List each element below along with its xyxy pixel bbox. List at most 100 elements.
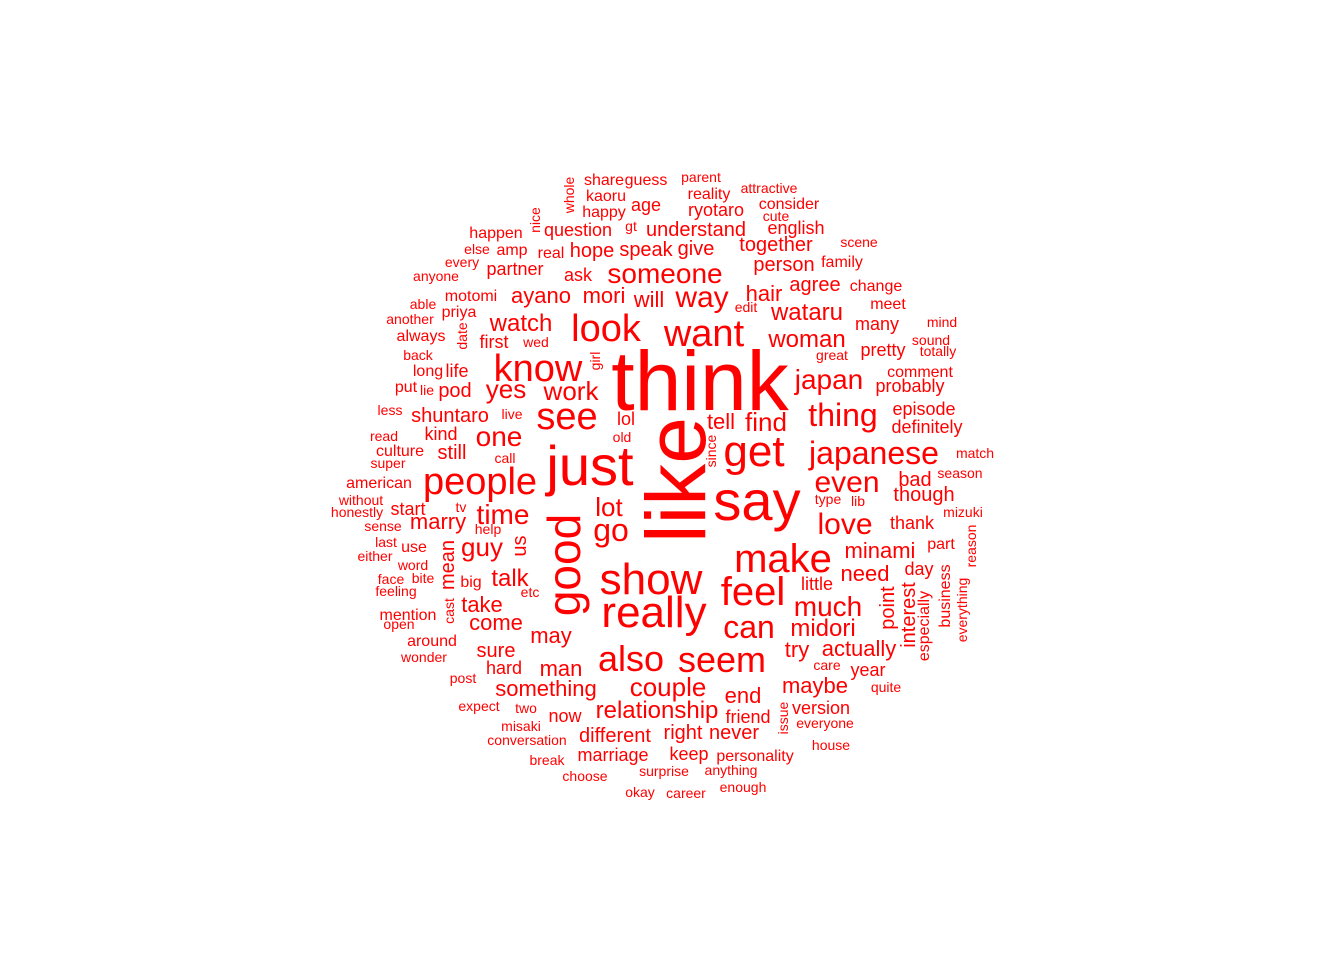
word-totally: totally: [920, 343, 957, 359]
word-work: work: [543, 376, 600, 406]
word-mention: mention: [380, 607, 437, 624]
word-back: back: [403, 347, 434, 363]
word-comment: comment: [887, 364, 953, 381]
word-share: share: [584, 172, 624, 189]
word-surprise: surprise: [639, 763, 689, 779]
word-quite: quite: [871, 679, 902, 695]
word-can: can: [723, 609, 775, 645]
word-get: get: [723, 427, 784, 476]
word-age: age: [631, 195, 661, 215]
word-issue: issue: [775, 701, 791, 734]
word-person: person: [753, 254, 814, 276]
word-take: take: [461, 592, 503, 617]
word-whole: whole: [561, 177, 577, 215]
word-thank: thank: [890, 513, 935, 533]
word-guess: guess: [625, 172, 668, 189]
word-date: date: [454, 322, 470, 349]
word-talk: talk: [491, 565, 529, 592]
word-seem: seem: [678, 639, 766, 680]
word-speak: speak: [619, 239, 673, 261]
word-give: give: [678, 238, 715, 260]
word-ayano: ayano: [511, 283, 571, 308]
word-less: less: [378, 402, 403, 418]
word-without: without: [338, 492, 383, 508]
word-help: help: [475, 521, 502, 537]
word-mizuki: mizuki: [943, 504, 983, 520]
word-time: time: [477, 499, 530, 530]
word-live: live: [501, 406, 522, 422]
word-every: every: [445, 254, 479, 270]
word-minami: minami: [845, 538, 916, 563]
word-maybe: maybe: [782, 673, 848, 698]
word-year: year: [850, 660, 885, 680]
word-reason: reason: [963, 525, 979, 568]
word-lot: lot: [595, 492, 623, 522]
word-either: either: [357, 548, 392, 564]
word-marry: marry: [410, 509, 466, 534]
word-know: know: [494, 348, 583, 390]
word-old: old: [613, 429, 632, 445]
word-use: use: [401, 539, 427, 556]
word-point: point: [877, 586, 899, 630]
word-read: read: [370, 428, 398, 444]
word-super: super: [370, 455, 405, 471]
word-happy: happy: [582, 204, 626, 221]
word-hope: hope: [570, 240, 615, 262]
word-another: another: [386, 311, 434, 327]
word-word: word: [397, 557, 428, 573]
word-sense: sense: [364, 518, 402, 534]
word-may: may: [530, 623, 572, 648]
word-open: open: [383, 616, 414, 632]
word-lol: lol: [617, 409, 635, 429]
word-priya: priya: [442, 304, 477, 321]
word-since: since: [703, 434, 719, 467]
word-always: always: [397, 328, 446, 345]
word-amp: amp: [496, 242, 527, 259]
word-couple: couple: [630, 672, 707, 702]
word-happen: happen: [469, 225, 522, 242]
word-sound: sound: [912, 332, 950, 348]
word-motomi: motomi: [445, 288, 497, 305]
word-family: family: [821, 254, 863, 271]
word-probably: probably: [875, 376, 944, 396]
word-face: face: [378, 571, 405, 587]
word-long: long: [413, 363, 443, 380]
word-call: call: [494, 450, 515, 466]
word-american: american: [346, 475, 412, 492]
word-watch: watch: [489, 310, 553, 337]
word-kind: kind: [424, 424, 457, 444]
word-find: find: [745, 407, 787, 437]
word-really: really: [601, 588, 706, 637]
word-relationship: relationship: [596, 697, 719, 724]
word-love: love: [817, 508, 872, 541]
word-see: see: [536, 396, 597, 438]
word-real: real: [538, 245, 565, 262]
word-expect: expect: [458, 698, 499, 714]
word-anything: anything: [705, 762, 758, 778]
word-will: will: [633, 287, 665, 312]
word-mean: mean: [437, 540, 459, 590]
word-midori: midori: [790, 615, 855, 642]
word-keep: keep: [669, 744, 708, 764]
word-japanese: japanese: [808, 435, 939, 471]
word-nice: nice: [527, 207, 543, 233]
word-want: want: [663, 313, 745, 355]
word-business: business: [937, 564, 954, 627]
word-little: little: [801, 574, 833, 594]
word-part: part: [927, 536, 955, 553]
word-hard: hard: [486, 658, 522, 678]
word-question: question: [544, 220, 612, 240]
word-wonder: wonder: [400, 649, 447, 665]
word-ask: ask: [564, 265, 593, 285]
word-everything: everything: [954, 578, 970, 643]
word-partner: partner: [486, 259, 543, 279]
word-just: just: [544, 434, 634, 497]
word-career: career: [666, 785, 706, 801]
word-shuntaro: shuntaro: [411, 405, 489, 427]
word-break: break: [529, 752, 565, 768]
word-anyone: anyone: [413, 268, 459, 284]
word-tell: tell: [707, 409, 735, 434]
word-etc: etc: [521, 584, 540, 600]
word-else: else: [464, 241, 490, 257]
